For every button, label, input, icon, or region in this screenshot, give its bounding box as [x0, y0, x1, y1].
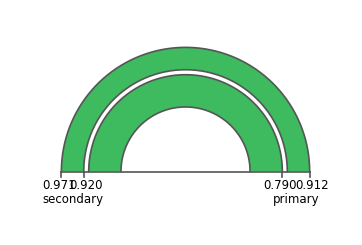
- Text: primary: primary: [273, 193, 319, 206]
- Text: 0.920: 0.920: [70, 179, 103, 192]
- Wedge shape: [84, 70, 287, 172]
- Text: 0.912: 0.912: [295, 179, 329, 192]
- Wedge shape: [62, 47, 310, 171]
- Wedge shape: [89, 75, 282, 172]
- Text: secondary: secondary: [42, 193, 103, 206]
- Text: 0.971: 0.971: [42, 179, 76, 192]
- Text: 0.790: 0.790: [263, 179, 296, 192]
